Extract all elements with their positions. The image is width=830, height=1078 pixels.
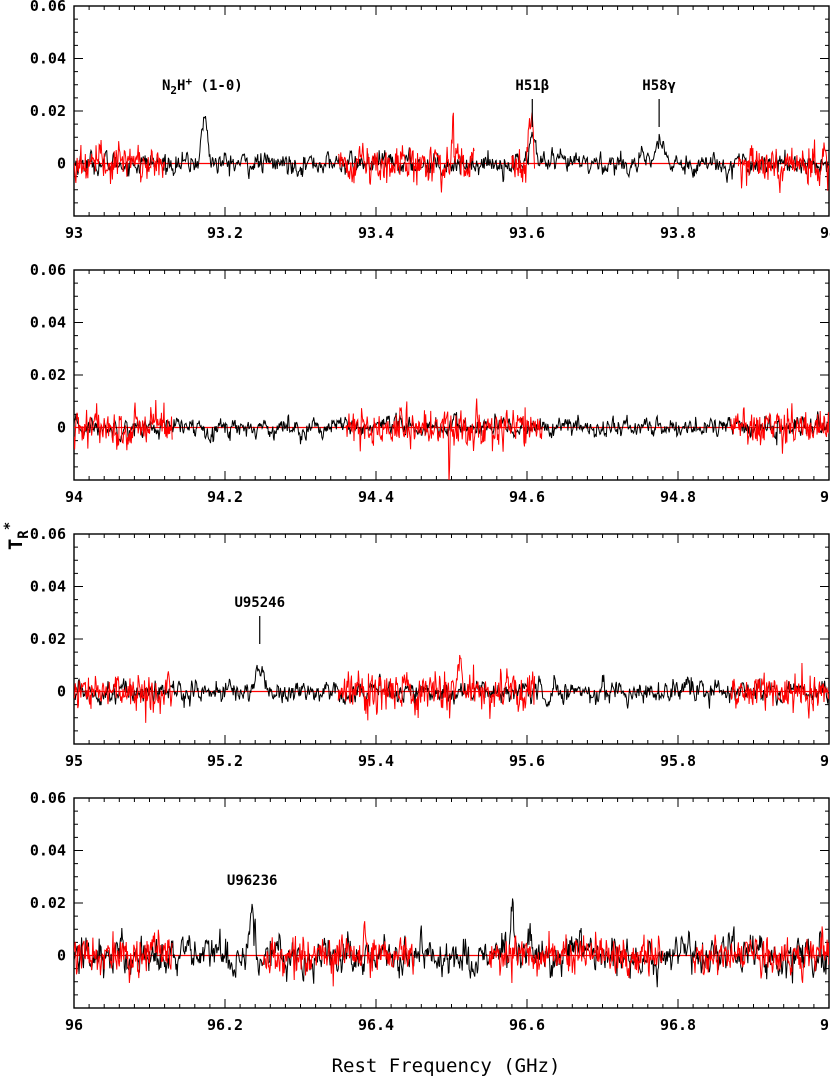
x-tick-label: 94.4 (358, 488, 394, 506)
x-tick-label: 93.4 (358, 224, 394, 242)
y-axis-title: TR* (2, 522, 32, 550)
line-label-sup: + (185, 75, 192, 88)
x-tick-label: 94.2 (207, 488, 243, 506)
y-tick-label: 0 (57, 947, 66, 965)
plot-frame (73, 5, 830, 217)
plot-frame (73, 269, 830, 481)
x-tick-label: 94 (820, 224, 830, 242)
y-tick-label: 0.04 (30, 578, 66, 596)
spectrum-trace-black (74, 115, 829, 183)
y-tick-label: 0.04 (30, 842, 66, 860)
x-axis-title: Rest Frequency (GHz) (332, 1055, 561, 1077)
x-tick-label: 96.8 (660, 1016, 696, 1034)
x-tick-label: 93 (65, 224, 83, 242)
spectrum-trace-red (345, 398, 543, 480)
y-axis-title-sup: * (2, 522, 18, 530)
y-axis-title-main: T (5, 539, 27, 550)
spectrum-trace-red (74, 929, 173, 984)
line-label: H58γ (642, 78, 676, 94)
spectrum-trace-red (74, 140, 166, 185)
spectrum-trace-red (511, 112, 536, 183)
spectrum-trace-red (488, 931, 664, 984)
spectrum-trace-red (730, 663, 829, 719)
spectrum-trace-red (692, 926, 829, 983)
x-tick-label: 96.6 (509, 1016, 545, 1034)
spectrum-trace-red (337, 112, 475, 193)
x-tick-label: 95.2 (207, 752, 243, 770)
x-tick-label: 94.6 (509, 488, 545, 506)
spectrum-trace-red (737, 139, 829, 193)
x-tick-label: 97 (820, 1016, 830, 1034)
x-tick-label: 95.6 (509, 752, 545, 770)
y-tick-label: 0.02 (30, 366, 66, 384)
spectrum-trace-red (337, 654, 536, 721)
line-label-main: N (162, 78, 170, 94)
spectrum-panel-1: 93 93.2 93.4 93.6 93.8 94 0 0.02 0.04 0.06 N2H+ (1… (30, 0, 830, 242)
x-tick-label: 96 (65, 1016, 83, 1034)
y-tick-label: 0.06 (30, 0, 66, 15)
y-tick-label: 0.06 (30, 525, 66, 543)
spectrum-trace-black (74, 664, 829, 709)
y-tick-label: 0.06 (30, 261, 66, 279)
y-tick-label: 0 (57, 155, 66, 173)
line-label: H51β (515, 78, 549, 94)
y-tick-label: 0.02 (30, 630, 66, 648)
spectrum-panel-3: 95 95.2 95.4 95.6 95.8 96 0 0.02 0.04 0.06 U95246 (30, 525, 830, 770)
x-tick-label: 96 (820, 752, 830, 770)
plot-frame (73, 533, 830, 745)
y-tick-label: 0.02 (30, 102, 66, 120)
y-axis-title-sub: R (16, 530, 32, 539)
spectrum-trace-red (730, 403, 829, 454)
x-tick-label: 96.4 (358, 1016, 394, 1034)
x-tick-label: 95 (820, 488, 830, 506)
line-label-sub: 2 (170, 84, 177, 97)
spectrum-trace-red (262, 921, 415, 987)
line-label: U95246 (234, 595, 285, 611)
x-tick-label: 94 (65, 488, 83, 506)
y-tick-label: 0.04 (30, 50, 66, 68)
y-tick-label: 0 (57, 419, 66, 437)
spectrum-panel-4: 96 96.2 96.4 96.6 96.8 97 0 0.02 0.04 0.06 U96236 (30, 789, 830, 1034)
spectrum-trace-red (74, 671, 173, 723)
x-tick-label: 95 (65, 752, 83, 770)
x-tick-label: 95.8 (660, 752, 696, 770)
x-tick-label: 96.2 (207, 1016, 243, 1034)
x-tick-label: 94.8 (660, 488, 696, 506)
line-label: N2H+ (1-0) (162, 75, 243, 97)
y-tick-label: 0.04 (30, 314, 66, 332)
line-label: U96236 (227, 873, 278, 889)
spectrum-trace-red (74, 399, 173, 451)
y-tick-label: 0 (57, 683, 66, 701)
line-label-rest: H (177, 78, 185, 94)
x-tick-label: 93.8 (660, 224, 696, 242)
plot-frame (73, 797, 830, 1009)
y-tick-label: 0.02 (30, 894, 66, 912)
x-tick-label: 93.6 (509, 224, 545, 242)
x-tick-label: 93.2 (207, 224, 243, 242)
x-tick-label: 95.4 (358, 752, 394, 770)
line-label-tail: (1-0) (192, 78, 243, 94)
y-tick-label: 0.06 (30, 789, 66, 807)
spectrum-panels: 93 93.2 93.4 93.6 93.8 94 0 0.02 0.04 0.06 N2H+ (1… (30, 0, 830, 1034)
spectrum-panel-2: 94 94.2 94.4 94.6 94.8 95 0 0.02 0.04 0.06 (30, 261, 830, 506)
